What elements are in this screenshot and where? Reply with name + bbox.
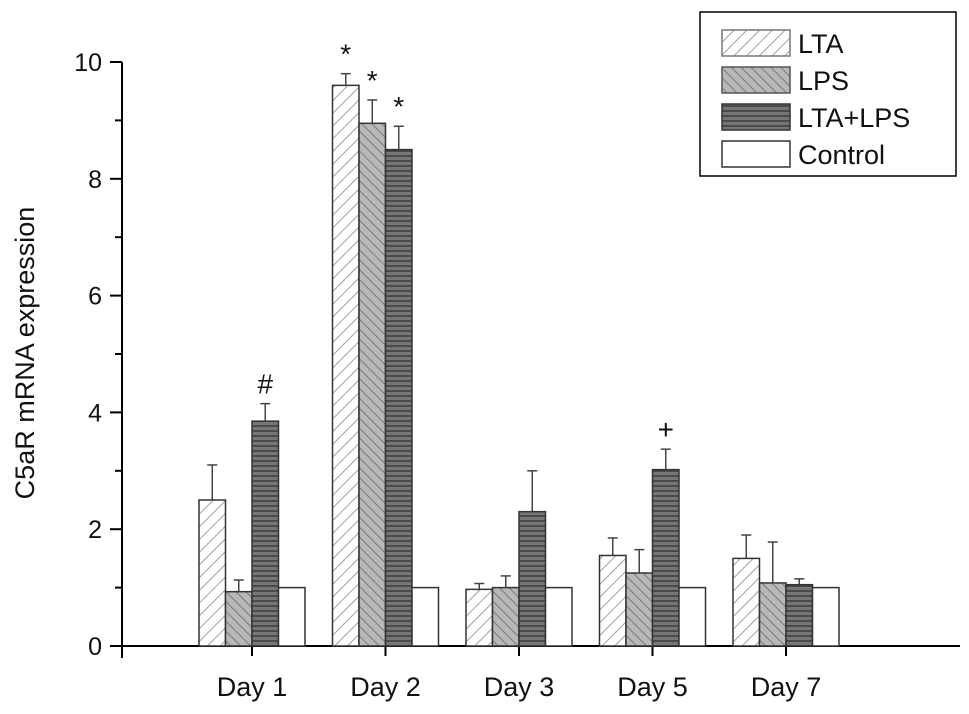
x-tick-label: Day 2 xyxy=(350,672,421,702)
bar-lta-lps-day-2 xyxy=(384,148,413,647)
legend-label: LPS xyxy=(798,66,849,96)
significance-marker: * xyxy=(340,39,351,70)
bar-control-day-3 xyxy=(544,586,573,647)
axes: 0 2 4 6 8 10 Day 1 Day 2 Day 3 Day 5 Day 7 xyxy=(74,49,960,702)
legend-label: Control xyxy=(798,140,885,170)
bar-lta-lps-day-3 xyxy=(518,510,547,647)
legend-swatch xyxy=(721,103,791,131)
bars-group xyxy=(198,72,840,647)
bar-lps-day-3 xyxy=(491,586,520,647)
bar-lta-day-2 xyxy=(331,84,360,647)
bar-lta-lps-day-5 xyxy=(651,468,680,647)
bar-control-day-7 xyxy=(811,586,840,647)
legend-swatch xyxy=(721,29,791,57)
legend-label: LTA+LPS xyxy=(798,103,910,133)
bar-control-day-5 xyxy=(678,586,707,647)
y-tick-label: 2 xyxy=(88,516,102,544)
y-tick-label: 10 xyxy=(74,49,102,77)
legend-label: LTA xyxy=(798,29,844,59)
significance-marker: * xyxy=(393,91,404,122)
bar-lps-day-2 xyxy=(358,122,387,647)
bar-lps-day-5 xyxy=(625,572,654,647)
bar-lta-day-7 xyxy=(732,557,761,647)
bar-control-day-1 xyxy=(277,586,306,647)
bar-lta-day-5 xyxy=(598,554,627,647)
legend-swatch xyxy=(721,66,791,94)
legend-swatch xyxy=(721,140,791,168)
significance-marker: + xyxy=(658,414,674,445)
x-tick-label: Day 1 xyxy=(217,672,288,702)
y-tick-label: 0 xyxy=(88,633,102,661)
legend: LTA LPS LTA+LPS Control xyxy=(699,11,957,177)
x-tick-label: Day 3 xyxy=(484,672,555,702)
bar-lta-day-3 xyxy=(465,588,494,647)
y-tick-label: 4 xyxy=(88,399,102,427)
bar-lta-day-1 xyxy=(198,499,227,647)
bar-lta-lps-day-1 xyxy=(251,420,280,647)
x-tick-label: Day 7 xyxy=(751,672,822,702)
bar-lta-lps-day-7 xyxy=(785,583,814,647)
significance-marker: * xyxy=(367,65,378,96)
bar-control-day-2 xyxy=(411,586,440,647)
x-tick-label: Day 5 xyxy=(617,672,688,702)
y-tick-label: 6 xyxy=(88,283,102,311)
bar-lps-day-7 xyxy=(758,582,787,647)
y-axis-label: C5aR mRNA expression xyxy=(10,207,40,500)
bar-lps-day-1 xyxy=(224,590,253,647)
y-tick-label: 8 xyxy=(88,166,102,194)
annotations-group: # * * * + xyxy=(257,39,673,446)
significance-marker: # xyxy=(257,369,273,400)
